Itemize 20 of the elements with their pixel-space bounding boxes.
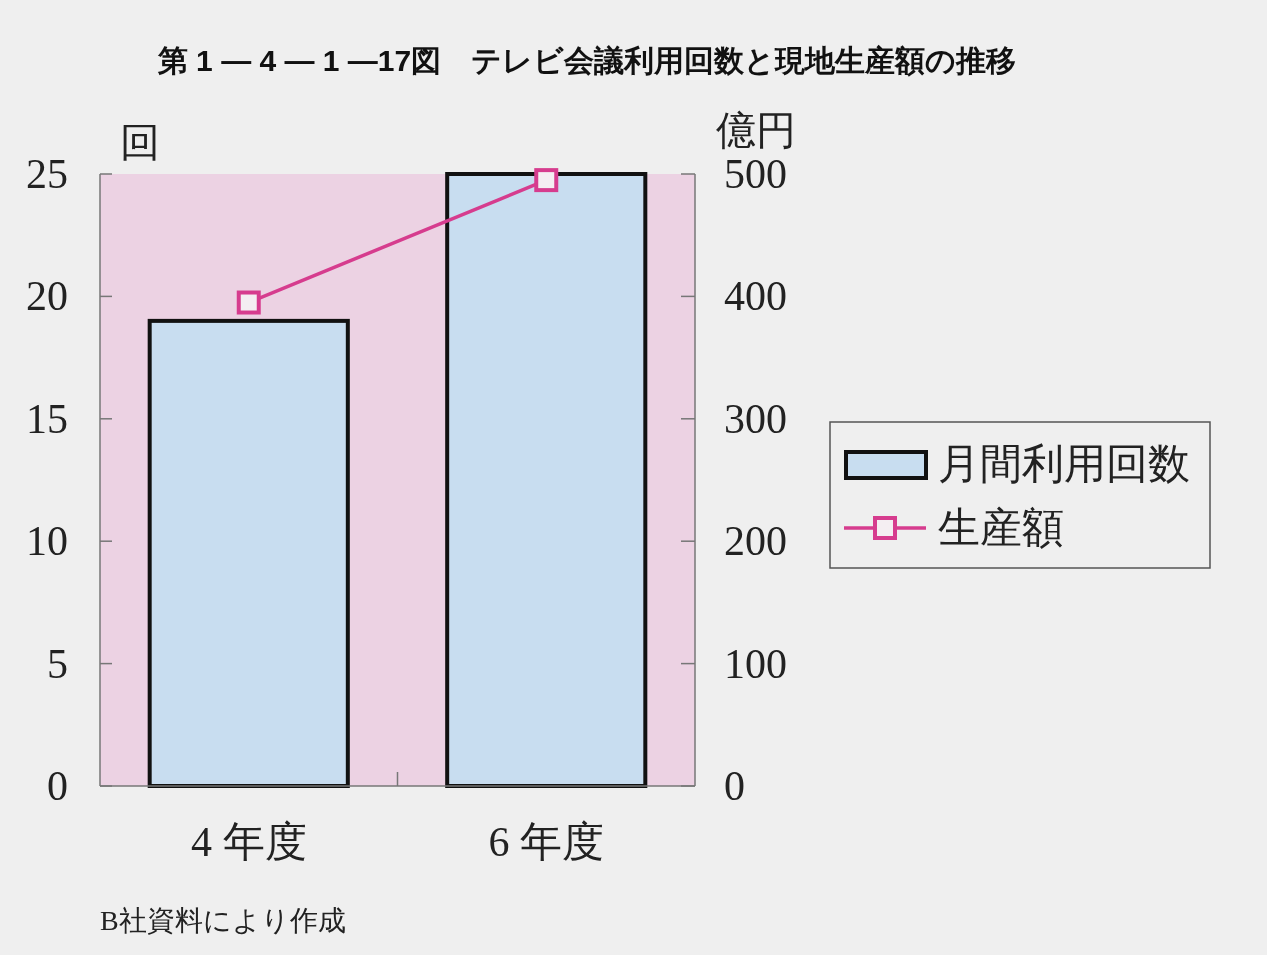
title: 第 1 ― 4 ― 1 ―17図 テレビ会議利用回数と現地生産額の推移: [157, 43, 1017, 77]
ytick-label: 20: [26, 273, 68, 320]
ylabel: 回: [120, 119, 160, 165]
ytick-label: 25: [26, 151, 68, 197]
y2tick-label: 400: [724, 273, 787, 320]
xtick-label: 6 年度: [488, 819, 604, 865]
ytick-label: 0: [47, 763, 68, 809]
y2label: 億円: [716, 107, 796, 153]
legend-label: 月間利用回数: [938, 441, 1190, 487]
y2tick-label: 200: [724, 518, 787, 565]
y2tick-label: 500: [724, 151, 787, 197]
y2tick-label: 100: [724, 640, 787, 687]
ytick-label: 10: [26, 518, 68, 565]
xtick-label: 4 年度: [191, 819, 307, 865]
legend-label: 生産額: [938, 505, 1064, 551]
annotation: B社資料により作成: [100, 904, 346, 936]
y2tick-label: 300: [724, 395, 787, 442]
ytick-label: 15: [26, 395, 68, 442]
y2tick-label: 0: [724, 763, 745, 809]
ytick-label: 5: [47, 640, 68, 687]
